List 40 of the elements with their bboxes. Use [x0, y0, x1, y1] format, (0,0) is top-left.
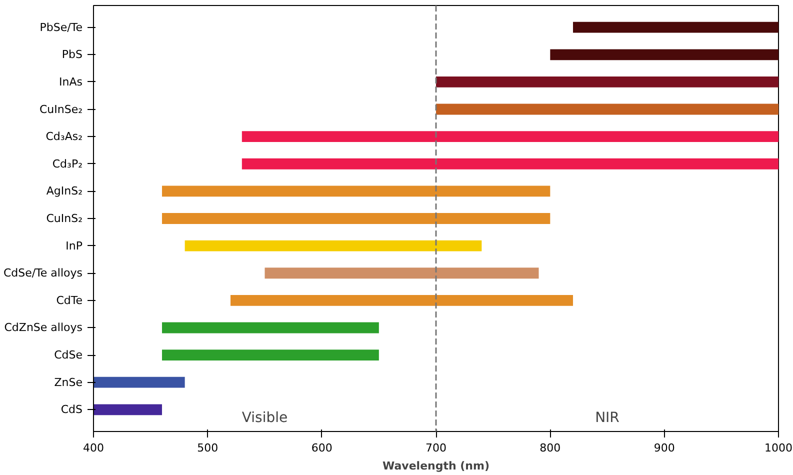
x-tick-label: 700	[426, 442, 446, 454]
bar	[436, 76, 778, 88]
bar	[162, 322, 379, 334]
y-tick-label: PbSe/Te	[40, 20, 83, 34]
bar	[242, 131, 778, 142]
x-axis-title: Wavelength (nm)	[382, 460, 490, 472]
bar	[184, 240, 482, 252]
y-tick-label: CdSe	[54, 348, 83, 362]
bar	[230, 294, 573, 306]
y-tick-label: CuInSe₂	[39, 102, 83, 116]
annotation: Visible	[242, 410, 288, 426]
y-tick-label: Cd₃P₂	[52, 157, 83, 170]
bar	[264, 268, 539, 279]
y-tick-label: CdTe	[56, 294, 83, 307]
x-tick-label: 1000	[764, 442, 793, 454]
bar	[162, 213, 550, 224]
bar	[573, 22, 778, 33]
bar	[94, 376, 185, 388]
x-tick-label: 400	[83, 442, 104, 454]
y-tick-label: AgInS₂	[46, 184, 83, 198]
bar	[162, 186, 550, 197]
bar	[94, 404, 162, 416]
y-tick-label: CdZnSe alloys	[4, 321, 83, 334]
y-tick-label: InP	[66, 239, 83, 252]
x-tick-label: 600	[311, 442, 332, 454]
y-tick-label: CuInS₂	[46, 212, 83, 225]
x-tick-label: 500	[197, 442, 218, 454]
bar	[162, 350, 379, 360]
y-tick-label: CdSe/Te alloys	[3, 266, 83, 280]
y-tick-label: Cd₃As₂	[46, 130, 83, 144]
y-tick-label: CdS	[60, 403, 83, 416]
y-tick-label: PbS	[62, 48, 83, 62]
bar	[242, 158, 778, 170]
bar	[436, 104, 778, 115]
x-tick-label: 900	[654, 442, 675, 454]
y-tick-label: ZnSe	[54, 376, 83, 389]
annotation: NIR	[595, 410, 620, 426]
y-tick-label: InAs	[59, 75, 83, 88]
x-tick-label: 800	[540, 442, 561, 454]
bar	[550, 49, 778, 60]
